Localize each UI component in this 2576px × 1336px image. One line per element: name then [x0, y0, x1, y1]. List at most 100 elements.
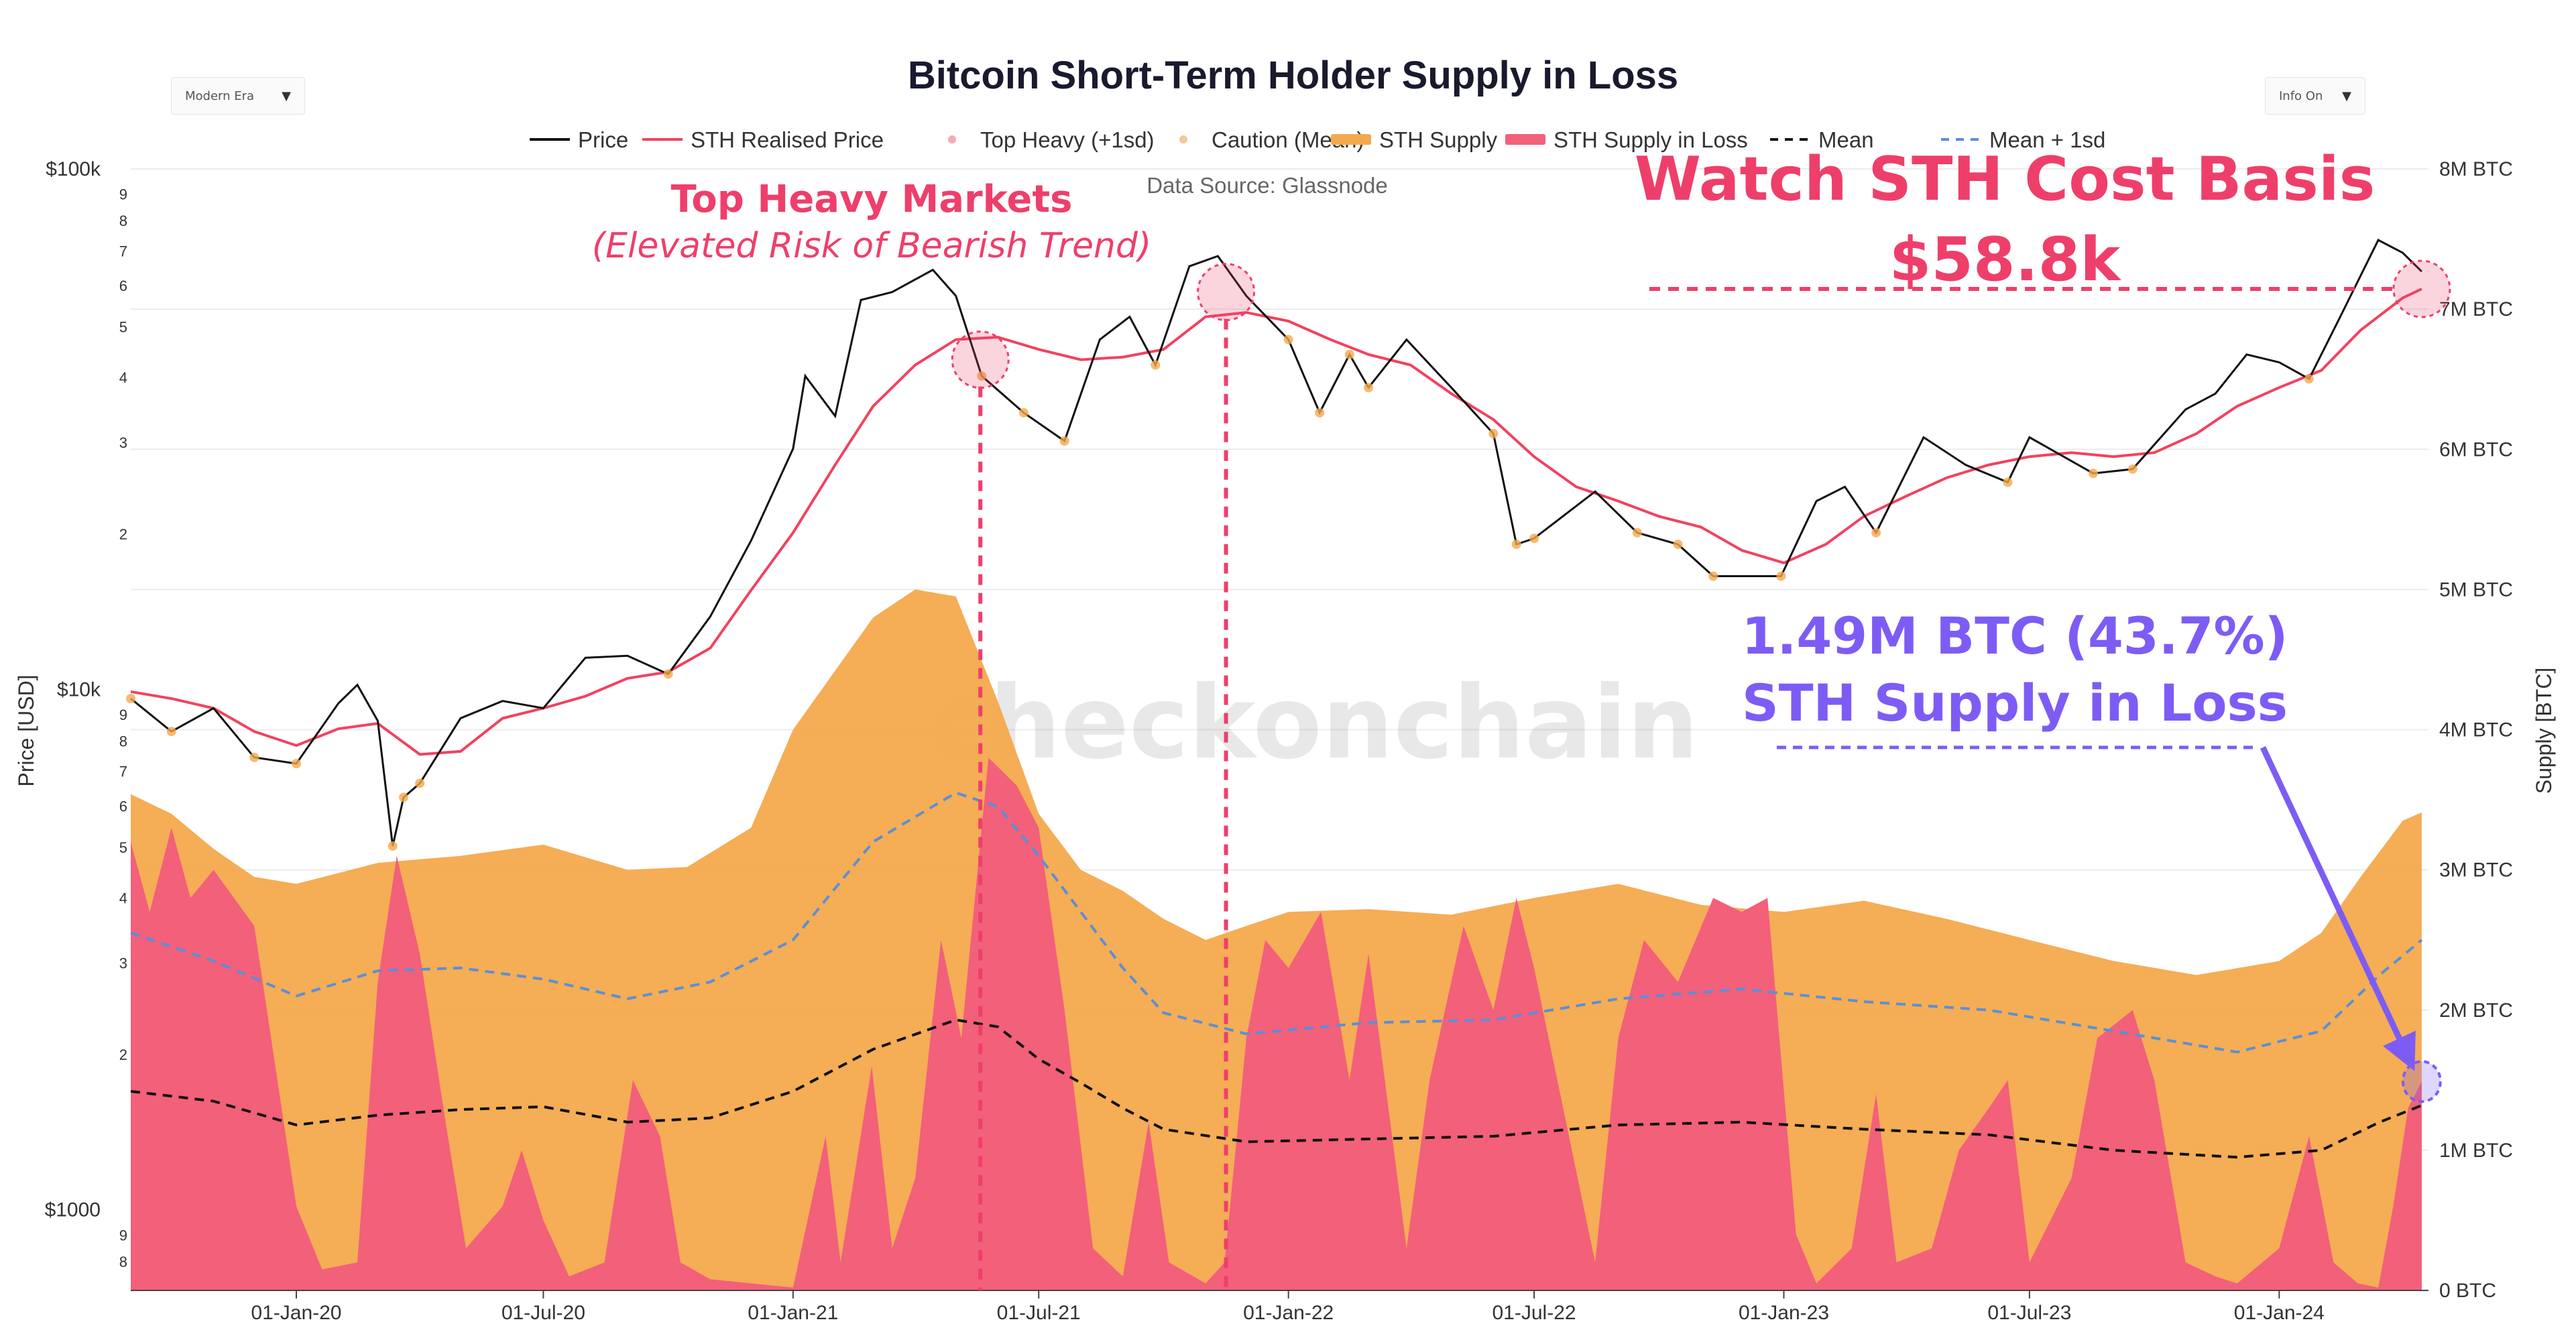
legend-swatch [948, 135, 956, 143]
x-tick-label: 01-Jul-23 [1987, 1302, 2071, 1324]
caution-dot [126, 694, 135, 704]
markers [951, 259, 2451, 1103]
caution-dot [2089, 469, 2099, 479]
right-axis: 0 BTC 1M BTC 2M BTC 3M BTC 4M BTC 5M BTC 6M BT… [2439, 158, 2513, 1302]
legend-swatch [1505, 134, 1545, 145]
legend: Price STH Realised Price Top Heavy (+1sd) C… [530, 127, 2105, 152]
right-tick-label: 6M BTC [2439, 438, 2513, 461]
watermark: checkonchain [929, 665, 1698, 782]
legend-swatch [1179, 135, 1187, 143]
left-axis-title: Price [USD] [14, 674, 38, 786]
caution-dot [1632, 528, 1642, 538]
mean-plus-1sd-line [130, 791, 2423, 1054]
right-tick-label: 0 BTC [2439, 1280, 2496, 1302]
era-dropdown[interactable]: Modern Era ▼ [171, 77, 305, 115]
legend-label: STH Supply [1379, 127, 1498, 152]
caution-dot [1776, 571, 1786, 581]
x-tick-label: 01-Jan-24 [2234, 1302, 2325, 1324]
right-tick-label: 4M BTC [2439, 719, 2513, 741]
left-tick-label: 7 [119, 243, 127, 259]
caution-dots [126, 335, 2314, 851]
left-tick-label: 5 [119, 839, 127, 856]
caution-dot [291, 759, 301, 769]
x-axis: 01-Jan-20 01-Jul-20 01-Jan-21 01-Jul-21 01-J… [131, 1290, 2428, 1324]
left-tick-label: 3 [119, 955, 127, 971]
sth-supply-in-loss-area [131, 757, 2422, 1290]
left-tick-label: 9 [119, 1227, 127, 1243]
caution-dot [1344, 349, 1354, 359]
price-line [130, 239, 2422, 847]
caution-dot [388, 841, 398, 851]
annotation-supply-loss-subtitle: STH Supply in Loss [1742, 673, 2288, 733]
annotation-supply-loss-title: 1.49M BTC (43.7%) [1742, 606, 2288, 666]
left-tick-label: $10k [57, 678, 101, 701]
legend-label: Price [578, 127, 628, 152]
legend-label: Mean [1818, 127, 1874, 152]
right-axis-title: Supply [BTC] [2532, 668, 2556, 794]
left-tick-label: 2 [119, 526, 127, 543]
right-tick-label: 5M BTC [2439, 579, 2513, 601]
left-tick-label: 4 [119, 369, 127, 386]
left-tick-label: $1000 [45, 1199, 101, 1221]
caution-dot [1673, 539, 1683, 549]
annotation-top-heavy-title: Top Heavy Markets [671, 178, 1073, 221]
info-dropdown-label: Info On [2279, 88, 2323, 103]
caution-dot [398, 792, 408, 802]
caution-dot [1151, 360, 1161, 370]
x-tick-label: 01-Jul-20 [502, 1302, 585, 1324]
left-tick-label: 7 [119, 764, 127, 780]
caution-dot [1364, 383, 1374, 393]
caution-dot [249, 752, 259, 762]
marker-circle [2392, 259, 2451, 318]
left-tick-label: 9 [119, 707, 127, 723]
caution-dot [1511, 539, 1521, 549]
caution-dot [1488, 428, 1499, 438]
left-tick-label: 2 [119, 1046, 127, 1063]
info-dropdown[interactable]: Info On ▼ [2265, 77, 2365, 115]
marker-circle [1197, 263, 1256, 322]
right-tick-label: 1M BTC [2439, 1140, 2513, 1162]
caution-dot [2003, 477, 2013, 487]
left-tick-label: 5 [119, 319, 127, 336]
caution-dot [1018, 408, 1029, 418]
right-tick-label: 3M BTC [2439, 859, 2513, 882]
legend-label: Top Heavy (+1sd) [980, 127, 1155, 152]
marker-circle [951, 330, 1010, 389]
era-dropdown-label: Modern Era [185, 88, 255, 103]
chart-subtitle: Data Source: Glassnode [1147, 173, 1388, 198]
annotation-cost-basis-title: Watch STH Cost Basis [1635, 144, 2376, 215]
caution-dot [1283, 335, 1293, 345]
caution-dot [415, 778, 425, 788]
right-tick-label: 2M BTC [2439, 999, 2513, 1022]
annotation-top-heavy-subtitle: (Elevated Risk of Bearish Trend) [592, 226, 1151, 266]
caution-dot [1871, 528, 1881, 538]
chevron-down-icon: ▼ [2342, 88, 2351, 103]
caution-dot [663, 669, 673, 679]
legend-swatch [1331, 134, 1371, 145]
left-tick-label: 8 [119, 733, 127, 750]
caution-dot [1708, 571, 1718, 581]
x-tick-label: 01-Jan-20 [251, 1302, 341, 1324]
left-tick-label: 8 [119, 212, 127, 229]
caution-dot [1059, 436, 1069, 446]
sth-supply-area [131, 589, 2422, 1290]
x-tick-label: 01-Jul-21 [997, 1302, 1081, 1324]
left-tick-label: 4 [119, 890, 127, 906]
mean-line [130, 1018, 2422, 1159]
left-tick-label: 8 [119, 1254, 127, 1270]
legend-label: STH Supply in Loss [1554, 127, 1748, 152]
left-tick-label: 6 [119, 798, 127, 815]
left-tick-label: $100k [46, 158, 101, 180]
legend-label: Mean + 1sd [1989, 127, 2105, 152]
caution-dot [2304, 374, 2314, 384]
annotation-cost-basis-value: $58.8k [1889, 225, 2122, 295]
right-tick-label: 7M BTC [2439, 298, 2513, 320]
left-axis: 8 9 $1000 2 3 4 5 6 7 8 9 $10k 2 3 4 5 6 7 8 9 $100k [45, 158, 127, 1270]
x-tick-label: 01-Jan-22 [1243, 1302, 1334, 1324]
chevron-down-icon: ▼ [282, 88, 291, 103]
caution-dot [977, 371, 987, 381]
caution-dot [1529, 534, 1539, 544]
supply-loss-arrow [2260, 746, 2416, 1071]
x-tick-label: 01-Jan-21 [748, 1302, 838, 1324]
